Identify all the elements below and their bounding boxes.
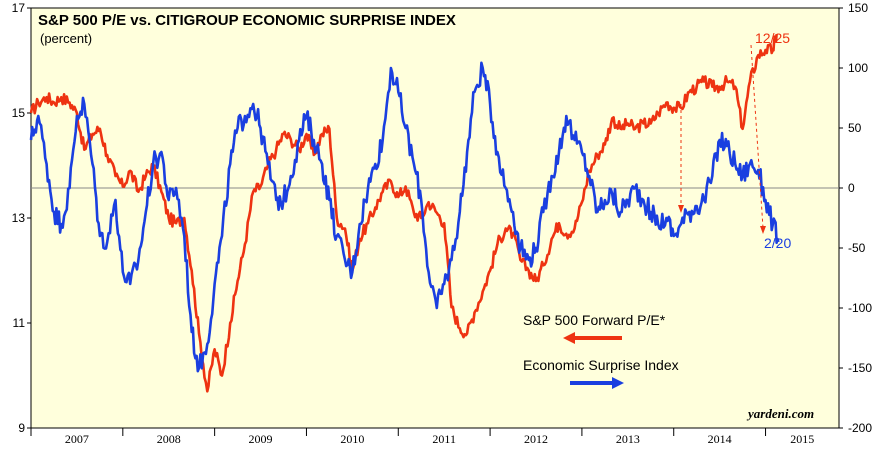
- legend-esi-arrowhead: [612, 377, 624, 389]
- x-tick-label: 2015: [790, 432, 814, 446]
- esi-end-label: 2/20: [764, 235, 791, 251]
- x-tick-label: 2008: [157, 432, 181, 446]
- plot-background: [30, 7, 840, 429]
- pe-end-label: 12/25: [755, 30, 790, 46]
- right-tick-label: -200: [848, 421, 872, 435]
- right-tick-label: -150: [848, 361, 872, 375]
- red-dashed-arrow: [750, 44, 764, 229]
- x-tick-label: 2007: [65, 432, 89, 446]
- x-axis: 2007 2008 2009 2010 2011 2012 2013 2014 2015: [30, 428, 814, 446]
- left-tick-label: 11: [13, 316, 26, 330]
- chart-title: S&P 500 P/E vs. CITIGROUP ECONOMIC SURPR…: [38, 12, 456, 29]
- credit: yardeni.com: [746, 406, 814, 421]
- legend-pe-label: S&P 500 Forward P/E*: [523, 312, 666, 328]
- right-axis: -200 -150 -100 -50 0 50 100 150: [839, 1, 872, 435]
- chart-subtitle: (percent): [40, 31, 92, 46]
- right-tick-label: 0: [848, 181, 855, 195]
- right-tick-label: -50: [848, 241, 866, 255]
- x-tick-label: 2009: [249, 432, 273, 446]
- x-tick-label: 2013: [616, 432, 640, 446]
- left-tick-label: 9: [18, 421, 25, 435]
- red-dashed-arrowhead: [760, 226, 766, 234]
- esi-series-line: [29, 61, 780, 373]
- right-tick-label: 100: [848, 61, 868, 75]
- x-tick-label: 2010: [340, 432, 364, 446]
- left-axis: 9 11 13 15 17: [12, 1, 31, 435]
- left-tick-label: 13: [12, 211, 26, 225]
- left-tick-label: 15: [12, 106, 26, 120]
- pe-series-line: [29, 34, 778, 393]
- red-dashed-arrowhead-2: [678, 205, 684, 213]
- right-tick-label: -100: [848, 301, 872, 315]
- right-tick-label: 50: [848, 121, 862, 135]
- x-tick-label: 2011: [432, 432, 456, 446]
- series-layer: [29, 34, 780, 393]
- x-tick-label: 2014: [708, 432, 732, 446]
- legend-esi-label: Economic Surprise Index: [523, 357, 679, 373]
- left-tick-label: 17: [12, 1, 26, 15]
- right-tick-label: 150: [848, 1, 868, 15]
- x-tick-label: 2012: [524, 432, 548, 446]
- legend-pe-arrowhead: [563, 332, 575, 344]
